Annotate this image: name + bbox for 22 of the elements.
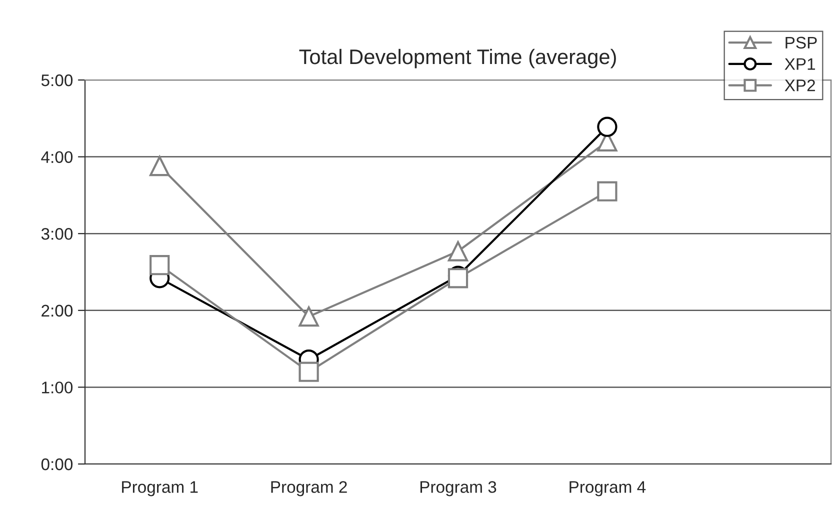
- x-tick-label: Program 4: [570, 481, 646, 496]
- y-tick-label: 4:00: [41, 151, 73, 164]
- x-tick-label: Program 1: [122, 481, 198, 496]
- legend-label: XP2: [784, 80, 815, 92]
- point: [150, 255, 170, 276]
- y-tick-label: 0:00: [41, 458, 73, 470]
- point: [150, 156, 170, 176]
- y-tick-label: 2:00: [42, 304, 73, 317]
- x-tick-label: Program 2: [271, 481, 347, 496]
- point: [597, 181, 618, 202]
- y-tick-label: 1:00: [42, 382, 73, 394]
- chart-title: Total Development Time (average): [299, 48, 616, 68]
- legend-label: PSP: [786, 36, 817, 49]
- x-tick-label: Program 3: [420, 481, 496, 496]
- point: [448, 268, 468, 288]
- point: [298, 306, 319, 327]
- point: [448, 241, 468, 262]
- legend-label: XP1: [784, 58, 816, 70]
- y-tick-label: 5:00: [41, 74, 73, 86]
- y-tick-label: 3:00: [41, 228, 73, 240]
- point: [597, 116, 618, 137]
- point: [298, 362, 319, 382]
